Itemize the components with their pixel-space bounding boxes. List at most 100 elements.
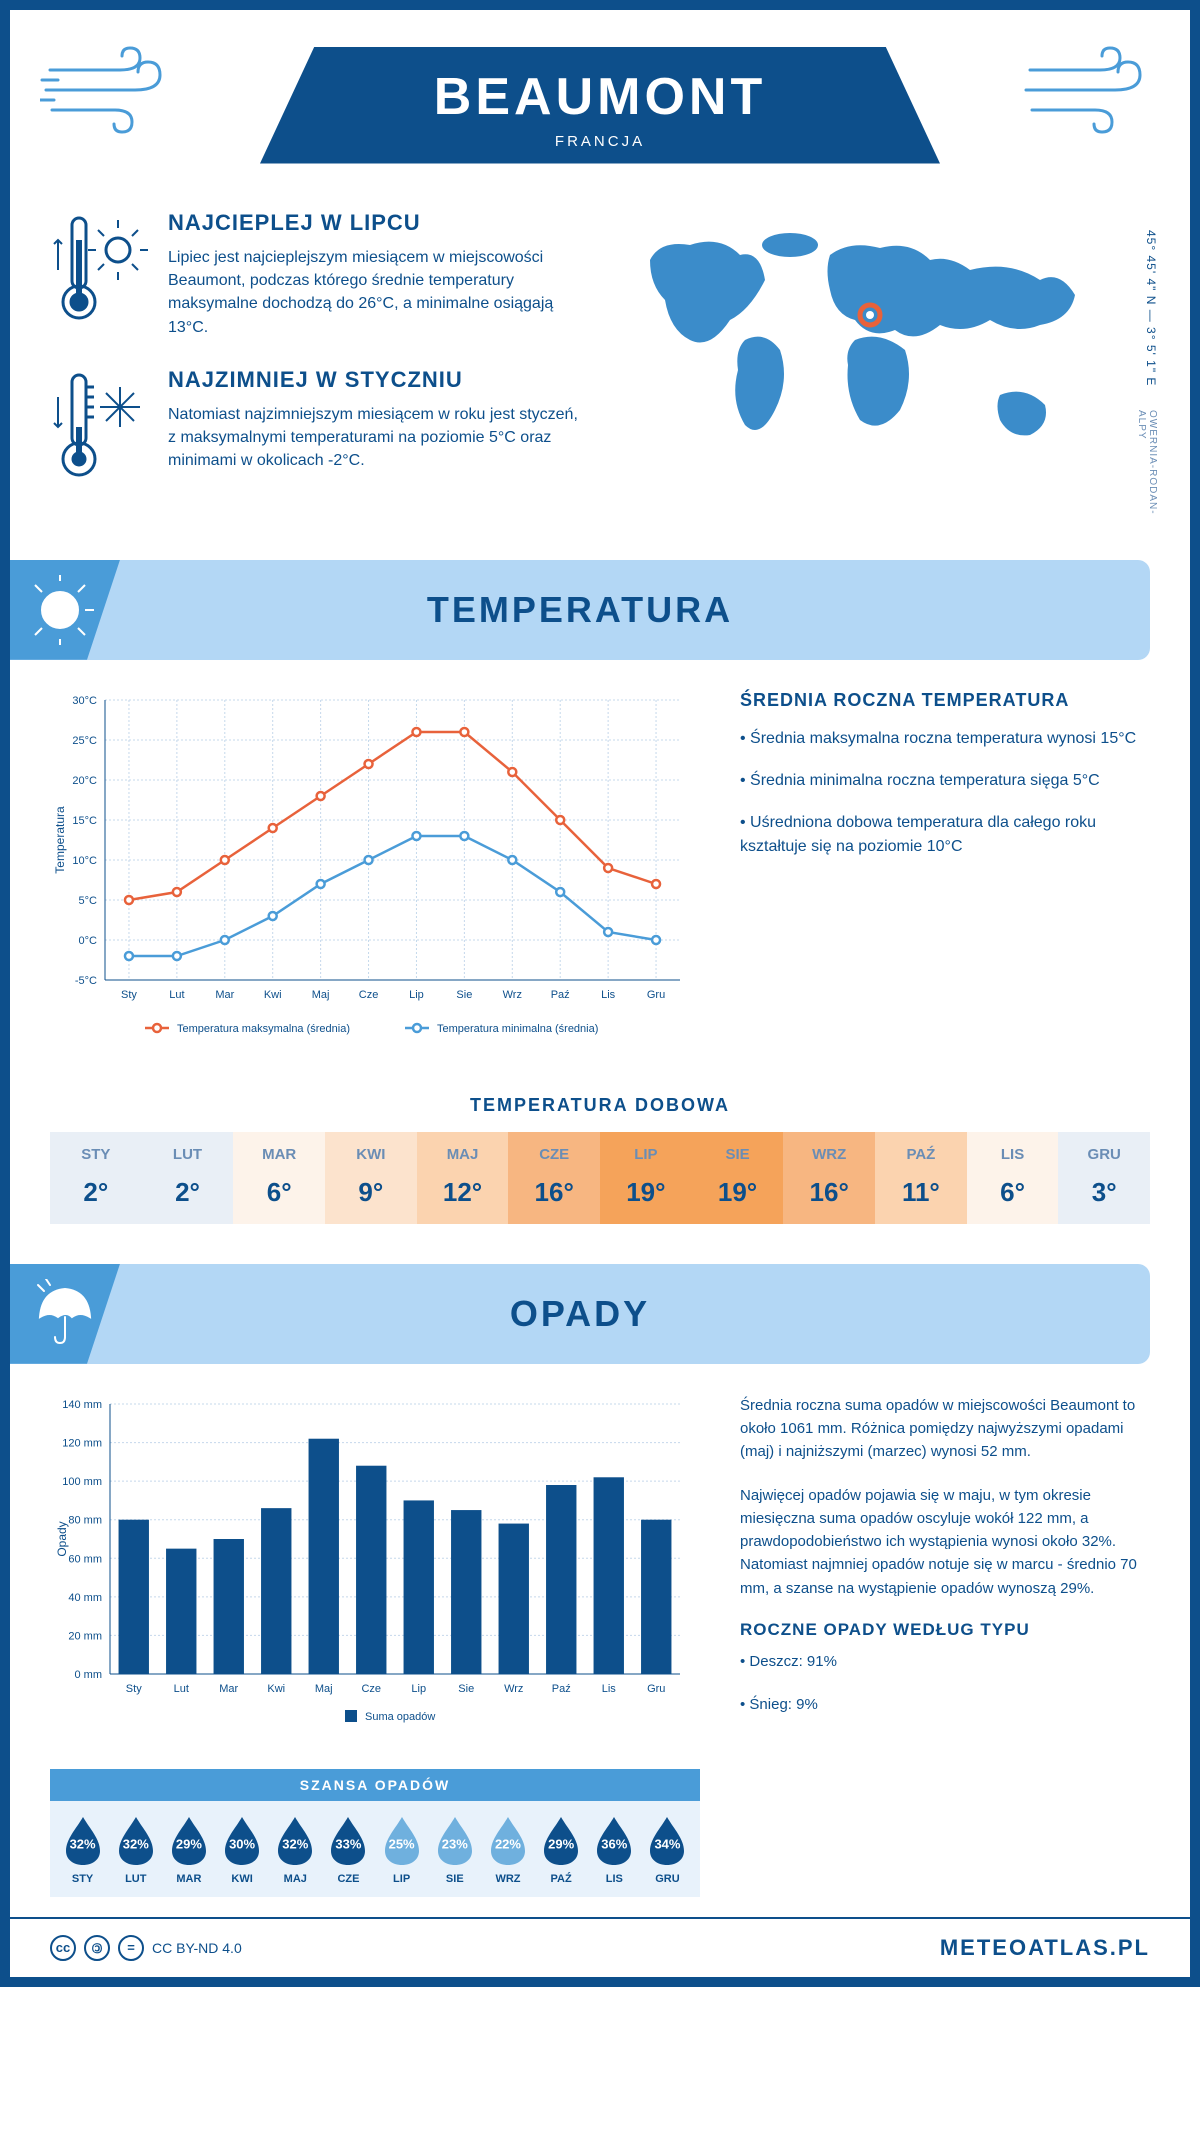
svg-text:120 mm: 120 mm <box>62 1437 102 1449</box>
region-label: OWERNIA-RODAN-ALPY <box>1136 410 1158 520</box>
dobowa-cell: MAJ12° <box>417 1132 509 1224</box>
dobowa-cell: CZE16° <box>508 1132 600 1224</box>
svg-text:15°C: 15°C <box>72 815 97 827</box>
opady-banner: OPADY <box>10 1264 1150 1364</box>
svg-text:Temperatura: Temperatura <box>53 806 67 874</box>
temperature-banner: TEMPERATURA <box>10 560 1150 660</box>
dobowa-cell: LUT2° <box>142 1132 234 1224</box>
svg-text:0°C: 0°C <box>79 935 98 947</box>
brand: METEOATLAS.PL <box>940 1935 1150 1961</box>
license-text: CC BY-ND 4.0 <box>152 1940 242 1956</box>
svg-text:140 mm: 140 mm <box>62 1399 102 1411</box>
title-banner: BEAUMONT FRANCJA <box>260 47 940 164</box>
fact-cold-body: Natomiast najzimniejszym miesiącem w rok… <box>168 403 588 473</box>
temperature-title: TEMPERATURA <box>427 589 733 631</box>
svg-text:Mar: Mar <box>215 989 234 1001</box>
opady-summary: Średnia roczna suma opadów w miejscowośc… <box>740 1394 1160 1739</box>
fact-hot: NAJCIEPLEJ W LIPCU Lipiec jest najcieple… <box>50 210 600 339</box>
svg-text:Wrz: Wrz <box>503 989 522 1001</box>
nd-icon: = <box>118 1935 144 1961</box>
svg-text:Sie: Sie <box>456 989 472 1001</box>
svg-text:Lut: Lut <box>169 989 184 1001</box>
szansa-drop: 29%PAŹ <box>535 1815 588 1885</box>
svg-text:Paź: Paź <box>551 989 570 1001</box>
intro-map: 45° 45' 4" N — 3° 5' 1" E OWERNIA-RODAN-… <box>630 210 1150 520</box>
page: BEAUMONT FRANCJA <box>0 0 1200 1987</box>
svg-text:Kwi: Kwi <box>264 989 282 1001</box>
temp-summary-title: ŚREDNIA ROCZNA TEMPERATURA <box>740 690 1160 711</box>
opady-p1: Średnia roczna suma opadów w miejscowośc… <box>740 1394 1160 1464</box>
wind-swirl-icon <box>40 40 180 140</box>
world-map <box>630 210 1110 470</box>
opady-type-1: • Deszcz: 91% <box>740 1650 1160 1673</box>
szansa-drop: 30%KWI <box>216 1815 269 1885</box>
license: cc 🄯 = CC BY-ND 4.0 <box>50 1935 242 1961</box>
footer: cc 🄯 = CC BY-ND 4.0 METEOATLAS.PL <box>10 1917 1190 1977</box>
by-icon: 🄯 <box>84 1935 110 1961</box>
temp-summary-3: • Uśredniona dobowa temperatura dla całe… <box>740 811 1160 859</box>
temp-summary-2: • Średnia minimalna roczna temperatura s… <box>740 769 1160 793</box>
szansa-row: 32%STY32%LUT29%MAR30%KWI32%MAJ33%CZE25%L… <box>50 1801 700 1897</box>
fact-cold: NAJZIMNIEJ W STYCZNIU Natomiast najzimni… <box>50 367 600 492</box>
thermometer-hot-icon <box>50 210 150 339</box>
intro-section: NAJCIEPLEJ W LIPCU Lipiec jest najcieple… <box>10 200 1190 550</box>
temperature-chart: -5°C0°C5°C10°C15°C20°C25°C30°CStyLutMarK… <box>50 690 690 1055</box>
intro-facts: NAJCIEPLEJ W LIPCU Lipiec jest najcieple… <box>50 210 600 520</box>
dobowa-cell: LIS6° <box>967 1132 1059 1224</box>
fact-hot-title: NAJCIEPLEJ W LIPCU <box>168 210 588 236</box>
svg-text:40 mm: 40 mm <box>68 1592 102 1604</box>
opady-type-2: • Śnieg: 9% <box>740 1693 1160 1716</box>
city-title: BEAUMONT <box>340 67 860 127</box>
svg-text:Lip: Lip <box>411 1683 426 1695</box>
szansa-drop: 22%WRZ <box>481 1815 534 1885</box>
szansa-drop: 23%SIE <box>428 1815 481 1885</box>
svg-text:25°C: 25°C <box>72 735 97 747</box>
fact-hot-body: Lipiec jest najcieplejszym miesiącem w m… <box>168 246 588 339</box>
dobowa-cell: MAR6° <box>233 1132 325 1224</box>
opady-title: OPADY <box>510 1293 650 1335</box>
svg-text:Lut: Lut <box>174 1683 189 1695</box>
dobowa-cell: SIE19° <box>692 1132 784 1224</box>
svg-text:Lis: Lis <box>602 1683 617 1695</box>
dobowa-cell: PAŹ11° <box>875 1132 967 1224</box>
svg-text:100 mm: 100 mm <box>62 1476 102 1488</box>
temperature-summary: ŚREDNIA ROCZNA TEMPERATURA • Średnia mak… <box>740 690 1160 1055</box>
svg-text:Maj: Maj <box>312 989 330 1001</box>
svg-text:Lis: Lis <box>601 989 616 1001</box>
szansa-drop: 32%STY <box>56 1815 109 1885</box>
svg-text:5°C: 5°C <box>79 895 98 907</box>
dobowa-cell: STY2° <box>50 1132 142 1224</box>
thermometer-cold-icon <box>50 367 150 492</box>
svg-text:Cze: Cze <box>359 989 379 1001</box>
dobowa-cell: KWI9° <box>325 1132 417 1224</box>
svg-text:20°C: 20°C <box>72 775 97 787</box>
svg-text:Maj: Maj <box>315 1683 333 1695</box>
svg-text:Lip: Lip <box>409 989 424 1001</box>
svg-text:20 mm: 20 mm <box>68 1630 102 1642</box>
svg-text:Paź: Paź <box>552 1683 571 1695</box>
umbrella-icon <box>10 1264 120 1364</box>
svg-text:Wrz: Wrz <box>504 1683 523 1695</box>
szansa-drop: 36%LIS <box>588 1815 641 1885</box>
fact-hot-text: NAJCIEPLEJ W LIPCU Lipiec jest najcieple… <box>168 210 588 339</box>
dobowa-title: TEMPERATURA DOBOWA <box>10 1095 1190 1116</box>
szansa-drop: 29%MAR <box>162 1815 215 1885</box>
opady-type-title: ROCZNE OPADY WEDŁUG TYPU <box>740 1620 1160 1640</box>
svg-text:80 mm: 80 mm <box>68 1514 102 1526</box>
svg-text:30°C: 30°C <box>72 695 97 707</box>
svg-text:Suma opadów: Suma opadów <box>365 1711 435 1723</box>
opady-body: 0 mm20 mm40 mm60 mm80 mm100 mm120 mm140 … <box>10 1394 1190 1759</box>
svg-text:0 mm: 0 mm <box>75 1669 103 1681</box>
dobowa-table: STY2°LUT2°MAR6°KWI9°MAJ12°CZE16°LIP19°SI… <box>50 1132 1150 1224</box>
szansa-title: SZANSA OPADÓW <box>50 1769 700 1801</box>
country-subtitle: FRANCJA <box>340 133 860 150</box>
opady-p2: Najwięcej opadów pojawia się w maju, w t… <box>740 1484 1160 1600</box>
szansa-panel: SZANSA OPADÓW 32%STY32%LUT29%MAR30%KWI32… <box>50 1769 700 1897</box>
sun-icon <box>10 560 120 660</box>
fact-cold-title: NAJZIMNIEJ W STYCZNIU <box>168 367 588 393</box>
coordinates: 45° 45' 4" N — 3° 5' 1" E <box>1144 230 1158 386</box>
fact-cold-text: NAJZIMNIEJ W STYCZNIU Natomiast najzimni… <box>168 367 588 492</box>
dobowa-cell: LIP19° <box>600 1132 692 1224</box>
svg-text:Kwi: Kwi <box>267 1683 285 1695</box>
szansa-drop: 32%LUT <box>109 1815 162 1885</box>
